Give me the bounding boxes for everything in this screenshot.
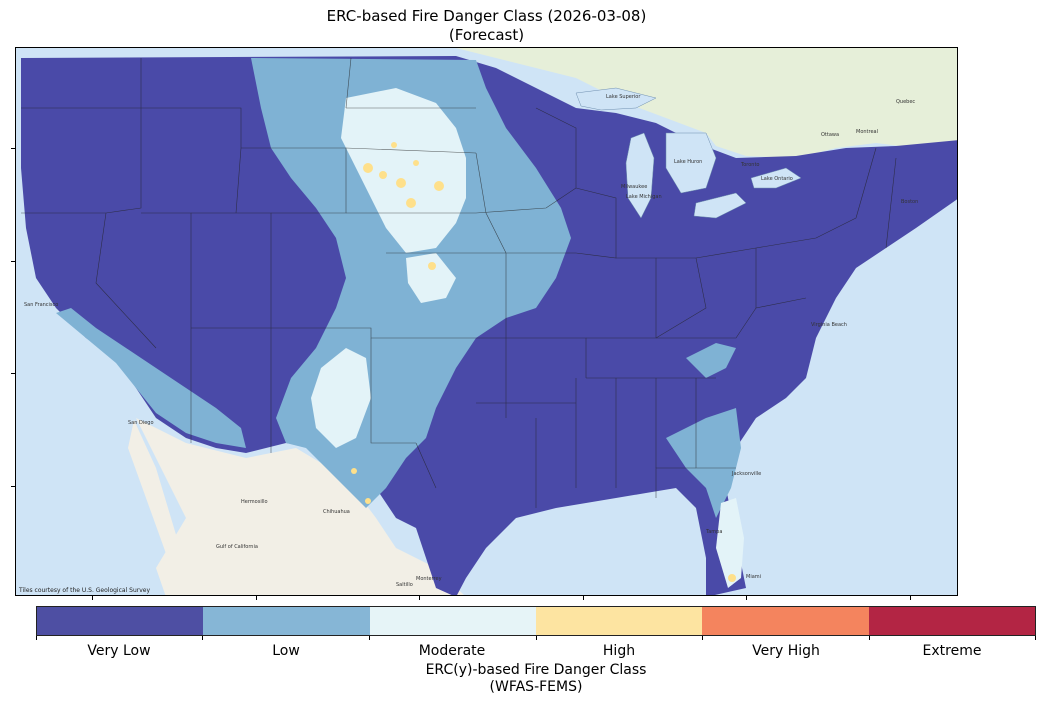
colorbar-very-high <box>702 607 869 635</box>
x-axis-tick <box>746 596 747 600</box>
x-axis-tick <box>910 596 911 600</box>
colorbar-label-extreme: Extreme <box>922 643 982 659</box>
place-label: Lake Michigan <box>626 194 662 200</box>
title-line-1: ERC-based Fire Danger Class (2026-03-08) <box>326 7 647 25</box>
state-borders <box>21 57 897 508</box>
colorbar-tick <box>702 636 703 640</box>
place-label: Lake Huron <box>674 159 702 165</box>
moderate-zone-kansas <box>406 253 456 303</box>
place-label: Montreal <box>856 129 878 135</box>
colorbar-low <box>203 607 370 635</box>
y-axis-tick <box>11 148 15 149</box>
colorbar-title-line-2: (WFAS-FEMS) <box>489 679 583 695</box>
colorbar-tick <box>202 636 203 640</box>
place-label: Milwaukee <box>621 184 647 190</box>
x-axis-tick <box>419 596 420 600</box>
place-label: San Francisco <box>24 302 58 308</box>
colorbar-tick <box>536 636 537 640</box>
colorbar-label-very-low: Very Low <box>87 643 151 659</box>
place-label: Jacksonville <box>731 471 761 477</box>
place-label: Boston <box>901 199 918 205</box>
map-attribution: Tiles courtesy of the U.S. Geological Su… <box>19 587 151 594</box>
colorbar-extreme <box>868 607 1035 635</box>
place-label: San Diego <box>128 420 154 426</box>
place-label: Virginia Beach <box>811 322 847 328</box>
map-title: ERC-based Fire Danger Class (2026-03-08)… <box>0 7 973 45</box>
y-axis-tick <box>11 373 15 374</box>
place-label: Miami <box>746 574 761 580</box>
place-label: Chihuahua <box>323 509 350 515</box>
great-lakes <box>575 87 802 219</box>
low-zone-california <box>56 308 246 448</box>
x-axis-tick <box>583 596 584 600</box>
high-spots <box>351 142 736 582</box>
baja-land <box>128 420 196 595</box>
place-label: Saltillo <box>396 582 413 588</box>
canada-land <box>456 48 957 158</box>
title-line-2: (Forecast) <box>448 26 525 44</box>
mexico-land <box>136 418 464 595</box>
x-axis-tick <box>256 596 257 600</box>
colorbar-high <box>535 607 703 635</box>
colorbar <box>36 606 1036 636</box>
place-label: Ottawa <box>821 132 839 138</box>
y-axis-tick <box>11 261 15 262</box>
colorbar-label-moderate: Moderate <box>418 643 486 659</box>
colorbar-tick <box>869 636 870 640</box>
colorbar-tick <box>369 636 370 640</box>
low-zone-southeast <box>666 408 741 518</box>
y-axis-tick <box>11 486 15 487</box>
low-zone-virginia <box>686 343 736 378</box>
place-label: Lake Ontario <box>761 176 793 182</box>
colorbar-moderate <box>369 607 536 635</box>
colorbar-label-low: Low <box>272 643 300 659</box>
place-labels: San Francisco San Diego Hermosillo Chihu… <box>24 94 918 588</box>
place-label: Tampa <box>705 529 722 535</box>
place-label: Toronto <box>740 162 759 168</box>
fire-danger-map: San Francisco San Diego Hermosillo Chihu… <box>16 48 957 595</box>
colorbar-label-very-high: Very High <box>752 643 820 659</box>
moderate-zone-north <box>341 88 466 253</box>
x-axis-tick <box>92 596 93 600</box>
place-label: Lake Superior <box>606 94 641 100</box>
place-label: Gulf of California <box>216 544 258 550</box>
colorbar-title: ERC(y)-based Fire Danger Class (WFAS-FEM… <box>36 662 1036 696</box>
place-label: Quebec <box>896 99 915 105</box>
colorbar-very-low <box>37 607 204 635</box>
map-panel[interactable]: San Francisco San Diego Hermosillo Chihu… <box>15 47 958 596</box>
place-label: Hermosillo <box>241 499 268 505</box>
colorbar-tick <box>1035 636 1036 640</box>
colorbar-tick <box>36 636 37 640</box>
moderate-zone-florida <box>716 498 744 588</box>
moderate-zone-newmexico <box>311 348 371 448</box>
place-label: Monterrey <box>416 576 442 582</box>
colorbar-label-high: High <box>602 643 636 659</box>
colorbar-title-line-1: ERC(y)-based Fire Danger Class <box>425 662 647 678</box>
